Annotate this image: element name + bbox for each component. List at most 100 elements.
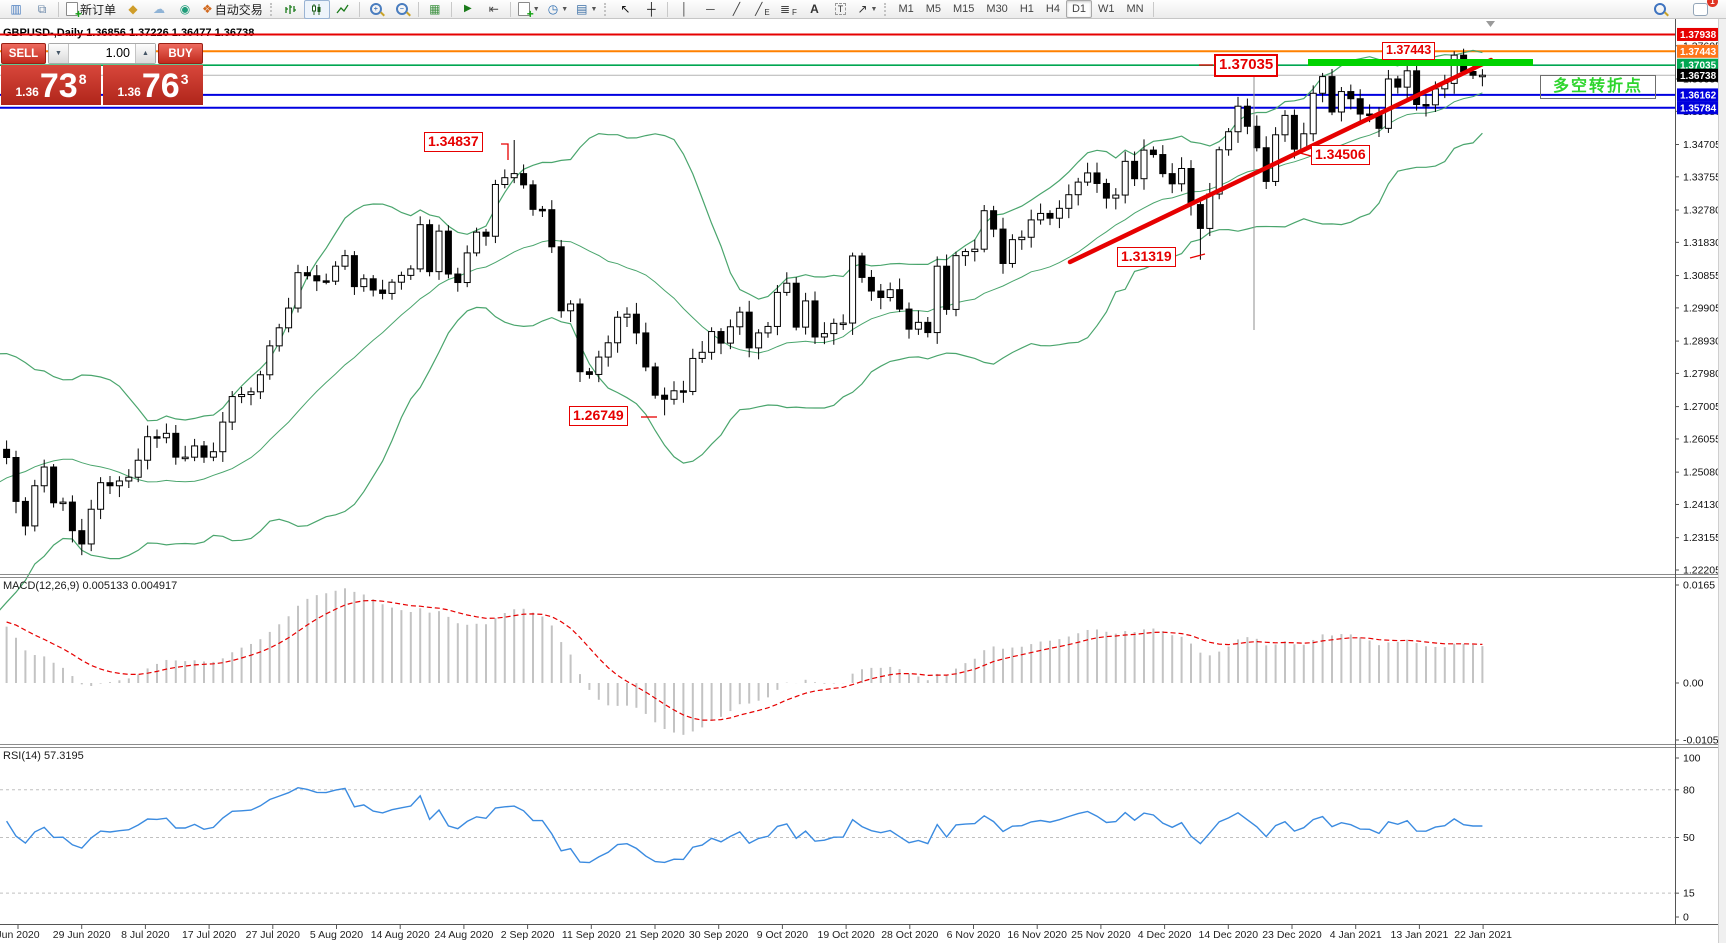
price-annotation-137443[interactable]: 1.37443 bbox=[1382, 42, 1436, 60]
zoom-out-icon[interactable]: − bbox=[389, 0, 415, 19]
svg-text:27 Jul 2020: 27 Jul 2020 bbox=[246, 929, 300, 941]
arrows-icon[interactable]: ↗ ▼ bbox=[857, 2, 878, 16]
tile-windows-icon[interactable]: ▦ bbox=[429, 2, 441, 16]
text-label-icon[interactable]: T bbox=[827, 0, 853, 19]
line-chart-icon[interactable] bbox=[330, 0, 356, 19]
svg-text:22 Jan 2021: 22 Jan 2021 bbox=[1454, 929, 1512, 941]
svg-text:4 Jan 2021: 4 Jan 2021 bbox=[1330, 929, 1382, 941]
svg-text:1.22205: 1.22205 bbox=[1683, 565, 1721, 577]
svg-text:1.29905: 1.29905 bbox=[1683, 302, 1721, 314]
fibonacci-icon[interactable]: ≣ F bbox=[779, 2, 797, 17]
new-order-button[interactable]: 新订单 bbox=[62, 0, 120, 21]
svg-text:1.36162: 1.36162 bbox=[1680, 90, 1717, 101]
timeframe-M5[interactable]: M5 bbox=[925, 3, 941, 15]
buy-price-pips: 3 bbox=[180, 71, 189, 87]
svg-text:1.27980: 1.27980 bbox=[1683, 368, 1721, 380]
price-annotation-134837[interactable]: 1.34837 bbox=[424, 132, 483, 152]
svg-text:29 Jun 2020: 29 Jun 2020 bbox=[53, 929, 111, 941]
svg-text:1.36630: 1.36630 bbox=[1683, 73, 1721, 85]
sell-price[interactable]: 1.36 73 8 bbox=[1, 65, 101, 105]
top-toolbar: ▥ ⧉ 新订单 ◆ ☁ ◉ ❖ 自动交易 + − ▦ ▶ ⇤ ▼ ◷▼ ▤▼ ↖… bbox=[0, 0, 1726, 21]
svg-text:1.25080: 1.25080 bbox=[1683, 467, 1721, 479]
svg-text:21 Sep 2020: 21 Sep 2020 bbox=[625, 929, 685, 941]
horizontal-line-icon[interactable]: ─ bbox=[706, 2, 715, 16]
price-annotation-126749[interactable]: 1.26749 bbox=[569, 406, 628, 426]
svg-text:1.24130: 1.24130 bbox=[1683, 499, 1721, 511]
svg-text:1.30855: 1.30855 bbox=[1683, 270, 1721, 282]
cloud-icon[interactable]: ☁ bbox=[153, 2, 166, 16]
chart-shift-icon[interactable]: ⇤ bbox=[488, 2, 499, 16]
new-order-icon bbox=[66, 2, 82, 21]
price-annotation-137035[interactable]: 1.37035 bbox=[1214, 54, 1279, 77]
buy-button[interactable]: BUY bbox=[158, 43, 203, 64]
turning-point-label[interactable]: 多空转折点 bbox=[1540, 75, 1656, 99]
chat-icon[interactable]: 1 bbox=[1687, 0, 1718, 19]
new-order-label: 新订单 bbox=[80, 2, 117, 17]
signals-icon[interactable]: ◉ bbox=[179, 2, 191, 16]
svg-text:25 Nov 2020: 25 Nov 2020 bbox=[1071, 929, 1131, 941]
periods-icon[interactable]: ◷ ▼ bbox=[547, 2, 569, 16]
svg-text:1.37605: 1.37605 bbox=[1683, 40, 1721, 52]
gold-icon[interactable]: ◆ bbox=[128, 2, 138, 16]
sell-button[interactable]: SELL bbox=[1, 43, 46, 64]
auto-trading-button[interactable]: ❖ 自动交易 bbox=[198, 0, 267, 19]
svg-text:1.28930: 1.28930 bbox=[1683, 336, 1721, 348]
timeframe-M15[interactable]: M15 bbox=[953, 3, 975, 15]
svg-text:28 Oct 2020: 28 Oct 2020 bbox=[881, 929, 938, 941]
price-annotation-134506[interactable]: 1.34506 bbox=[1311, 145, 1370, 165]
candlestick-chart-icon[interactable] bbox=[303, 0, 330, 19]
trendline-icon[interactable]: ╱ bbox=[732, 2, 741, 16]
svg-text:6 Nov 2020: 6 Nov 2020 bbox=[947, 929, 1001, 941]
svg-text:19 Oct 2020: 19 Oct 2020 bbox=[817, 929, 874, 941]
svg-text:5 Aug 2020: 5 Aug 2020 bbox=[310, 929, 363, 941]
chart-title: GBPUSD-,Daily 1.36856 1.37226 1.36477 1.… bbox=[3, 27, 255, 39]
one-click-trading-panel: SELL ▼ 1.00 ▲ BUY 1.36 73 8 1.36 76 3 bbox=[1, 43, 203, 105]
timeframe-W1[interactable]: W1 bbox=[1098, 3, 1115, 15]
volume-down-button[interactable]: ▼ bbox=[49, 44, 69, 63]
profiles-icon[interactable]: ⧉ bbox=[37, 2, 47, 16]
timeframe-D1[interactable]: D1 bbox=[1065, 0, 1092, 18]
text-icon[interactable]: A bbox=[810, 2, 819, 16]
svg-text:1.23155: 1.23155 bbox=[1683, 532, 1721, 544]
svg-text:1.31830: 1.31830 bbox=[1683, 237, 1721, 249]
timeframe-M30[interactable]: M30 bbox=[986, 3, 1008, 15]
auto-trading-label: 自动交易 bbox=[214, 2, 263, 17]
buy-price-prefix: 1.36 bbox=[117, 85, 141, 99]
svg-text:14 Dec 2020: 14 Dec 2020 bbox=[1199, 929, 1259, 941]
svg-text:0.0165: 0.0165 bbox=[1683, 580, 1715, 592]
timeframe-MN[interactable]: MN bbox=[1126, 3, 1144, 15]
svg-text:23 Dec 2020: 23 Dec 2020 bbox=[1262, 929, 1322, 941]
right-scroll-strip[interactable] bbox=[1718, 19, 1726, 943]
svg-text:8 Jul 2020: 8 Jul 2020 bbox=[121, 929, 170, 941]
crosshair-icon[interactable]: ┼ bbox=[647, 2, 656, 16]
svg-text:1.37938: 1.37938 bbox=[1680, 30, 1717, 41]
vertical-line-icon[interactable]: │ bbox=[680, 2, 689, 16]
zoom-in-icon[interactable]: + bbox=[363, 0, 389, 19]
cursor-icon[interactable]: ↖ bbox=[620, 2, 631, 16]
channel-icon[interactable]: ╱ E bbox=[755, 2, 770, 17]
price-annotation-131319[interactable]: 1.31319 bbox=[1117, 247, 1176, 267]
templates-icon[interactable]: ▤ ▼ bbox=[576, 2, 598, 16]
notification-badge: 1 bbox=[1707, 0, 1718, 7]
svg-text:1.35680: 1.35680 bbox=[1683, 106, 1721, 118]
svg-text:1.34705: 1.34705 bbox=[1683, 139, 1721, 151]
sell-price-big: 73 bbox=[39, 67, 78, 106]
indicators-icon[interactable]: ▼ bbox=[514, 0, 544, 21]
svg-text:50: 50 bbox=[1683, 832, 1695, 844]
auto-scroll-icon[interactable]: ▶ bbox=[463, 3, 472, 14]
buy-price[interactable]: 1.36 76 3 bbox=[103, 65, 203, 105]
timeframe-H4[interactable]: H4 bbox=[1045, 3, 1060, 15]
svg-text:30 Sep 2020: 30 Sep 2020 bbox=[689, 929, 749, 941]
volume-value[interactable]: 1.00 bbox=[105, 46, 130, 60]
timeframe-H1[interactable]: H1 bbox=[1019, 3, 1034, 15]
svg-text:0: 0 bbox=[1683, 912, 1689, 924]
bar-chart-icon[interactable] bbox=[278, 0, 304, 19]
timeframe-M1[interactable]: M1 bbox=[898, 3, 914, 15]
new-chart-icon[interactable]: ▥ bbox=[10, 2, 22, 16]
svg-text:14 Aug 2020: 14 Aug 2020 bbox=[371, 929, 430, 941]
rsi-label: RSI(14) 57.3195 bbox=[3, 750, 84, 762]
volume-up-button[interactable]: ▲ bbox=[135, 44, 155, 63]
search-icon[interactable] bbox=[1647, 0, 1673, 19]
